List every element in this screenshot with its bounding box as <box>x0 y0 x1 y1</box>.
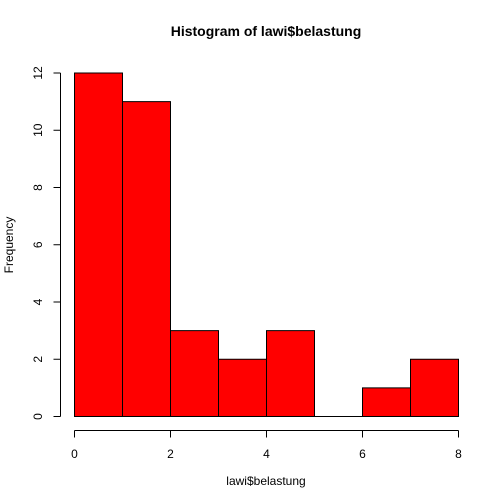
y-tick-label: 10 <box>31 123 45 137</box>
histogram-bar <box>170 330 219 417</box>
x-tick-label: 6 <box>359 447 366 461</box>
histogram-bar <box>362 387 411 417</box>
histogram-bar <box>74 72 123 417</box>
y-tick-label: 4 <box>31 298 45 305</box>
histogram-bar <box>122 101 171 417</box>
y-tick-label: 12 <box>31 66 45 80</box>
x-tick-label: 8 <box>455 447 462 461</box>
y-tick-label: 2 <box>31 356 45 363</box>
x-tick-label: 2 <box>167 447 174 461</box>
y-tick-label: 6 <box>31 241 45 248</box>
x-tick-label: 4 <box>263 447 270 461</box>
y-tick-label: 0 <box>31 413 45 420</box>
histogram-bar <box>266 330 315 417</box>
y-tick-label: 8 <box>31 184 45 191</box>
x-axis-label: lawi$belastung <box>226 474 305 488</box>
histogram-bar <box>410 358 459 417</box>
y-axis-label: Frequency <box>2 217 16 274</box>
x-axis: 0 2 4 6 8 <box>71 430 462 461</box>
x-tick-label: 0 <box>71 447 78 461</box>
chart-title: Histogram of lawi$belastung <box>171 23 362 39</box>
bars-group <box>74 72 459 417</box>
y-axis: 0 2 4 6 8 10 12 <box>31 66 61 420</box>
histogram-bar <box>218 358 267 417</box>
